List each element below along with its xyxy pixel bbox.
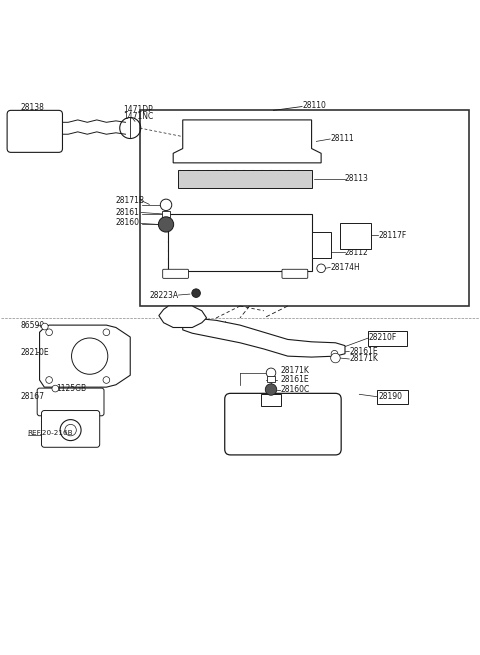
Text: 28167: 28167: [21, 392, 45, 401]
Circle shape: [103, 329, 110, 335]
Text: 1125GB: 1125GB: [56, 384, 86, 393]
FancyBboxPatch shape: [7, 110, 62, 153]
Text: 86590: 86590: [21, 320, 45, 329]
Circle shape: [52, 385, 59, 392]
Bar: [340, 223, 371, 249]
Circle shape: [331, 350, 338, 357]
Bar: [178, 170, 312, 188]
Text: 28161E: 28161E: [281, 375, 309, 384]
Text: 28160C: 28160C: [281, 385, 310, 394]
Text: 28174H: 28174H: [331, 263, 360, 272]
Text: 1471NC: 1471NC: [123, 112, 153, 121]
Text: 28210F: 28210F: [369, 333, 397, 343]
Bar: [262, 394, 281, 405]
Circle shape: [46, 377, 52, 383]
Circle shape: [265, 384, 277, 395]
Text: 28113: 28113: [345, 174, 369, 183]
Polygon shape: [159, 306, 206, 328]
Polygon shape: [173, 120, 321, 163]
Bar: [312, 232, 331, 258]
Text: 28171K: 28171K: [281, 366, 310, 375]
Text: 28223A: 28223A: [149, 291, 179, 299]
Circle shape: [103, 377, 110, 383]
Bar: [368, 331, 407, 346]
Text: 1471DP: 1471DP: [123, 105, 153, 114]
Bar: [267, 376, 275, 383]
Polygon shape: [183, 318, 345, 357]
FancyBboxPatch shape: [37, 388, 104, 416]
FancyBboxPatch shape: [41, 411, 100, 447]
Circle shape: [266, 368, 276, 378]
Polygon shape: [39, 325, 130, 387]
Circle shape: [317, 264, 325, 272]
Bar: [162, 210, 170, 217]
Circle shape: [158, 217, 174, 232]
FancyBboxPatch shape: [225, 394, 341, 455]
Text: 28161: 28161: [116, 208, 140, 217]
Bar: [168, 214, 312, 271]
Bar: [377, 390, 408, 404]
Text: 28111: 28111: [331, 134, 354, 143]
Circle shape: [160, 199, 172, 210]
Bar: [140, 110, 469, 306]
Text: 28171B: 28171B: [116, 196, 145, 204]
Text: 28112: 28112: [345, 248, 369, 257]
FancyBboxPatch shape: [282, 269, 308, 278]
Text: 28138: 28138: [21, 103, 44, 113]
FancyBboxPatch shape: [163, 269, 189, 278]
Circle shape: [46, 329, 52, 335]
Text: 28117F: 28117F: [378, 231, 407, 240]
Text: 28160: 28160: [116, 219, 140, 227]
Text: 28161E: 28161E: [350, 347, 378, 356]
Text: 28110: 28110: [302, 101, 326, 110]
Text: 28190: 28190: [378, 392, 402, 402]
Text: REF.20-216B: REF.20-216B: [28, 430, 73, 436]
Circle shape: [41, 323, 48, 330]
Text: 28210E: 28210E: [21, 348, 49, 357]
Text: 28171K: 28171K: [350, 354, 379, 364]
Circle shape: [192, 289, 200, 297]
Circle shape: [331, 353, 340, 363]
